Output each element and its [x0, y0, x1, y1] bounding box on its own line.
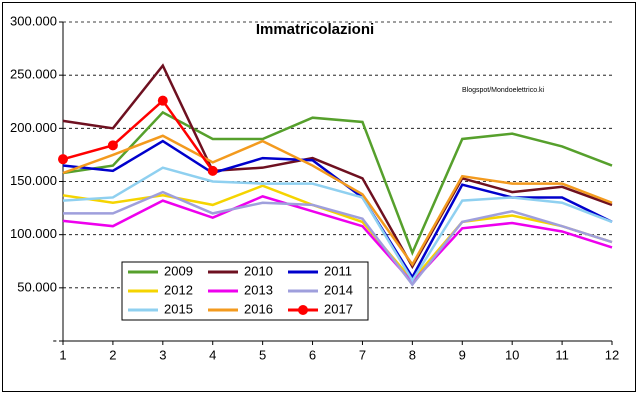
- point-marker: [207, 165, 218, 176]
- legend-label: 2012: [164, 282, 193, 297]
- legend-label: 2016: [244, 301, 273, 316]
- x-tick-label: 5: [259, 347, 266, 362]
- series-line: [62, 63, 613, 270]
- point-marker: [107, 140, 118, 151]
- x-tick-label: 2: [109, 347, 116, 362]
- x-tick-label: 3: [159, 347, 166, 362]
- point-marker: [58, 154, 68, 165]
- series-line: [63, 190, 613, 287]
- series-line: [62, 134, 613, 267]
- x-tick-label: 11: [555, 347, 569, 362]
- x-tick-label: 10: [505, 347, 519, 362]
- y-tick-label: 150.000: [10, 173, 57, 188]
- legend-label: 2017: [324, 301, 353, 316]
- x-tick-label: 7: [359, 347, 366, 362]
- series-line: [62, 166, 613, 283]
- x-tick-label: 12: [605, 347, 619, 362]
- x-tick-label: 6: [309, 347, 316, 362]
- series-line: [62, 195, 613, 285]
- point-marker: [157, 95, 168, 106]
- x-tick-label: 1: [59, 347, 66, 362]
- legend-box: [121, 261, 369, 321]
- series-line: [62, 98, 214, 172]
- legend-label: 2014: [324, 282, 353, 297]
- legend-marker: [298, 305, 308, 315]
- x-tick-label: 9: [459, 347, 466, 362]
- y-tick-label: 200.000: [10, 120, 57, 135]
- x-tick-label: 8: [409, 347, 416, 362]
- y-tick-label: 250.000: [10, 67, 57, 82]
- y-tick-label: 100.000: [10, 226, 57, 241]
- annotation: Blogspot/Mondoelettrico.ki: [462, 87, 545, 94]
- legend-label: 2010: [244, 263, 273, 278]
- legend-label: 2011: [324, 263, 352, 278]
- legend-label: 2013: [244, 282, 273, 297]
- y-tick-label: -: [53, 332, 57, 347]
- legend: 2009 2010 2011 2012 2013 2014 2015 2016 2017: [121, 261, 369, 321]
- y-tick-label: 300.000: [10, 13, 57, 28]
- legend-label: 2009: [164, 263, 193, 278]
- legend-label: 2015: [164, 301, 193, 316]
- x-tick-label: 4: [209, 347, 216, 362]
- y-tick-label: 50.000: [17, 279, 57, 294]
- series-line: [62, 110, 613, 257]
- chart-title: Immatricolazioni: [256, 21, 374, 38]
